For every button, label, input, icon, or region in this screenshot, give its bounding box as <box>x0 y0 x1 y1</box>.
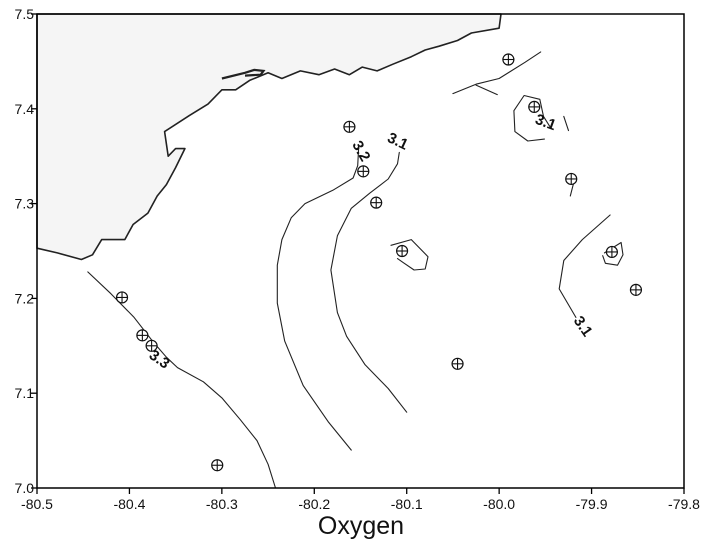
x-tick-label: -80.0 <box>483 496 515 512</box>
y-tick-label: 7.1 <box>15 385 35 401</box>
contour-line <box>564 116 569 130</box>
y-tick-label: 7.2 <box>15 290 35 306</box>
contour-line <box>331 152 407 412</box>
land-layer <box>37 14 501 260</box>
station-marker <box>630 284 641 295</box>
contour-line <box>88 272 276 488</box>
x-tick-label: -79.8 <box>668 496 700 512</box>
station-marker <box>344 121 355 132</box>
station-marker <box>452 358 463 369</box>
contour-line <box>453 52 541 94</box>
station-marker <box>397 246 408 257</box>
contour-label-layer: 3.33.2 3.13.13.1 <box>146 111 596 373</box>
x-tick-label: -80.5 <box>21 496 53 512</box>
y-tick-label: 7.0 <box>15 480 35 496</box>
contour-line <box>391 240 428 270</box>
station-marker <box>137 330 148 341</box>
contour-label: 3.2 <box>348 138 373 165</box>
contour-label: 3.1 <box>570 313 596 340</box>
x-tick-label: -80.1 <box>391 496 423 512</box>
contour-label: 3.1 <box>533 111 558 134</box>
contour-line <box>476 85 497 95</box>
x-tick-label: -80.4 <box>113 496 145 512</box>
station-marker <box>606 246 617 257</box>
x-tick-label: -79.9 <box>576 496 608 512</box>
y-tick-label: 7.4 <box>15 101 35 117</box>
contour-line <box>559 215 610 317</box>
station-layer <box>117 54 642 471</box>
station-marker <box>371 197 382 208</box>
y-tick-label: 7.5 <box>15 6 35 22</box>
station-marker <box>117 292 128 303</box>
station-marker <box>212 460 223 471</box>
x-tick-label: -80.3 <box>206 496 238 512</box>
station-marker <box>503 54 514 65</box>
coastline <box>37 14 501 260</box>
x-tick-label: -80.2 <box>298 496 330 512</box>
station-marker <box>358 166 369 177</box>
station-marker <box>566 173 577 184</box>
contour-line <box>277 147 358 450</box>
contour-label: 3.1 <box>385 129 411 153</box>
map-title: Oxygen <box>318 512 404 540</box>
y-tick-label: 7.3 <box>15 196 35 212</box>
